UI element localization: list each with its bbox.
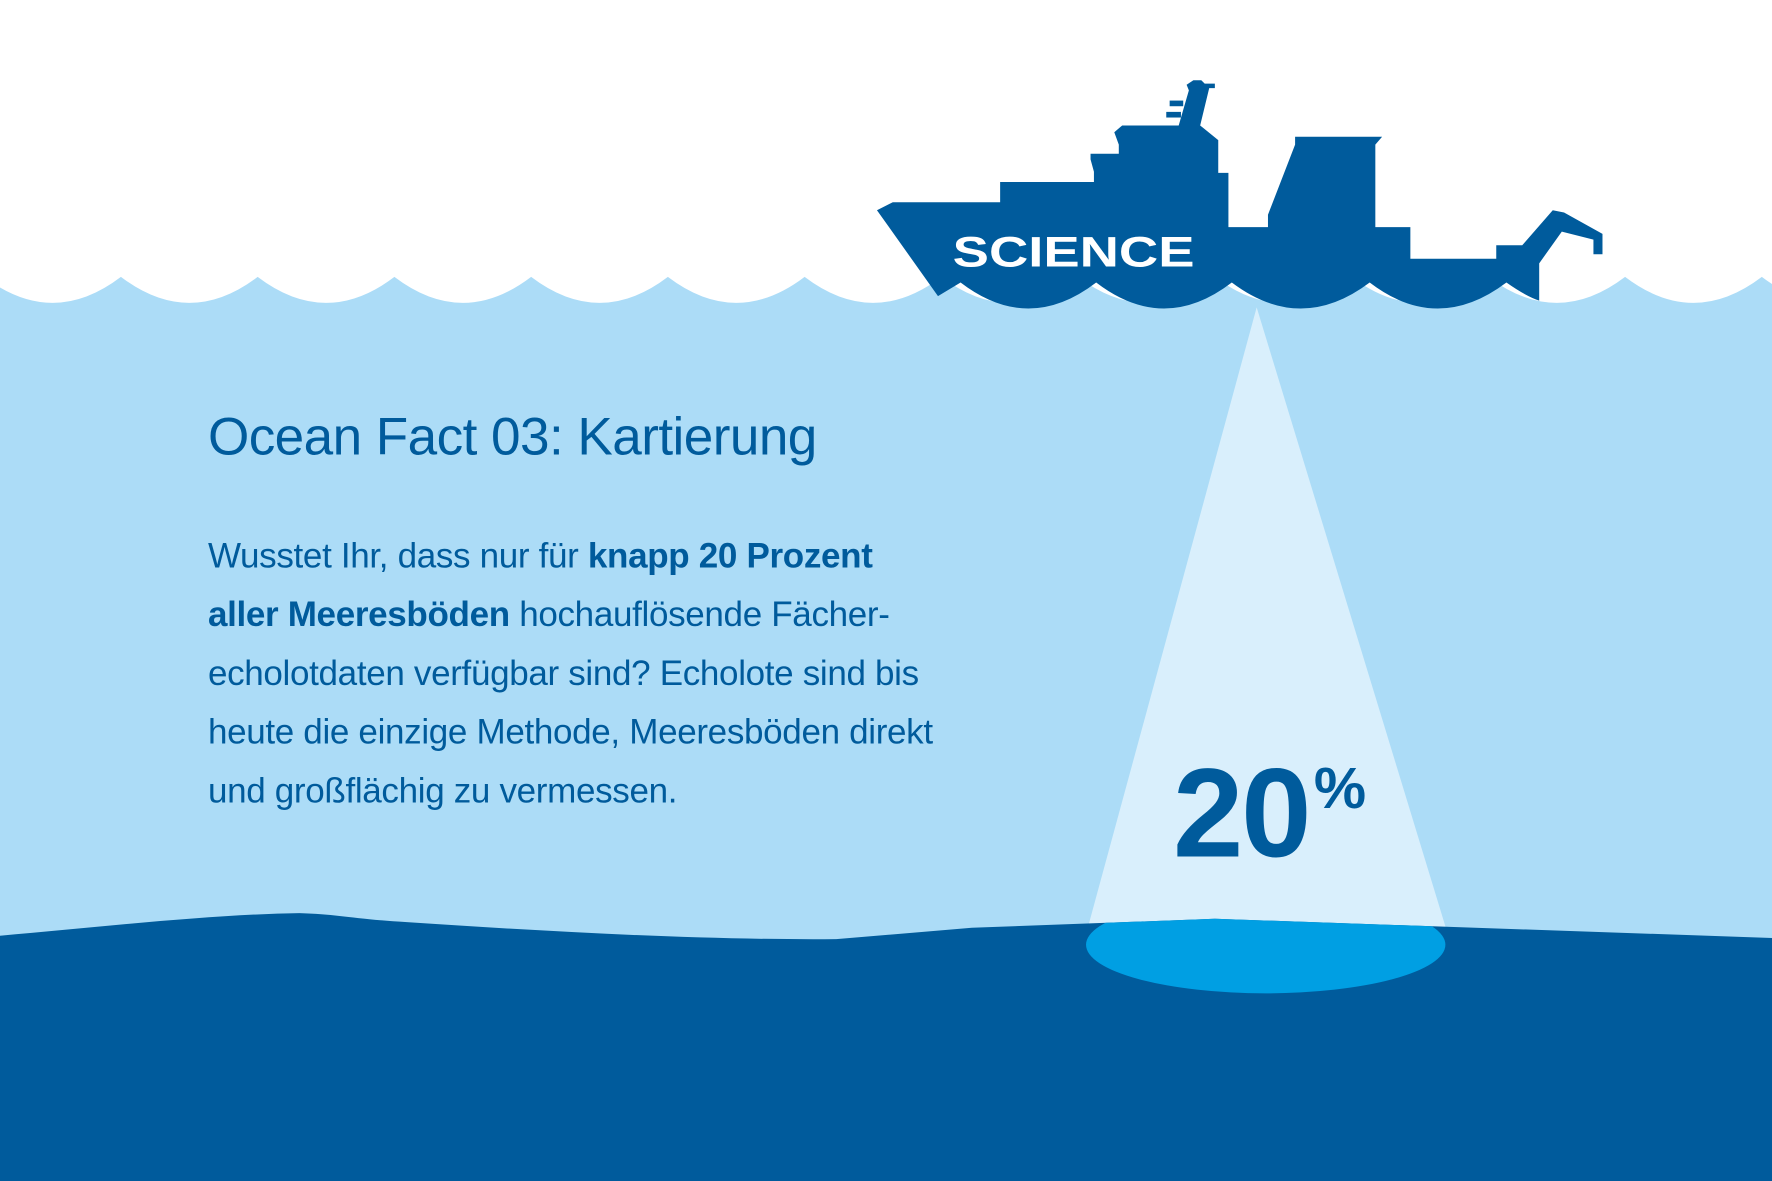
body-text: Wusstet Ihr, dass nur für — [207, 535, 588, 576]
body-emphasis: aller Meeresböden — [207, 594, 510, 634]
body-line: echolotdaten verfügbar sind? Echolote si… — [208, 644, 933, 703]
body-text: heute die einzige Methode, Meeresböden d… — [207, 711, 933, 752]
stat-unit: % — [1313, 756, 1367, 822]
body-line: aller Meeresböden hochauflösende Fächer- — [208, 585, 933, 644]
body-line: Wusstet Ihr, dass nur für knapp 20 Proze… — [208, 527, 933, 586]
body-line: und großflächig zu vermessen. — [208, 762, 933, 821]
fact-body-text: Wusstet Ihr, dass nur für knapp 20 Proze… — [208, 527, 933, 821]
seabed — [0, 913, 1772, 1181]
body-text: hochauflösende Fächer- — [509, 594, 890, 634]
body-line: heute die einzige Methode, Meeresböden d… — [208, 703, 933, 762]
body-text: und großflächig zu vermessen. — [207, 770, 678, 811]
percentage-stat: 20% — [1173, 750, 1366, 877]
body-emphasis: knapp 20 Prozent — [587, 535, 873, 576]
sonar-beam — [1087, 307, 1447, 931]
research-ship-icon: SCIENCE — [876, 80, 1603, 309]
body-text: echolotdaten verfügbar sind? Echolote si… — [207, 653, 919, 693]
page-title: Ocean Fact 03: Kartierung — [207, 405, 817, 466]
stat-value: 20 — [1173, 742, 1312, 884]
ship-label: SCIENCE — [953, 229, 1195, 277]
